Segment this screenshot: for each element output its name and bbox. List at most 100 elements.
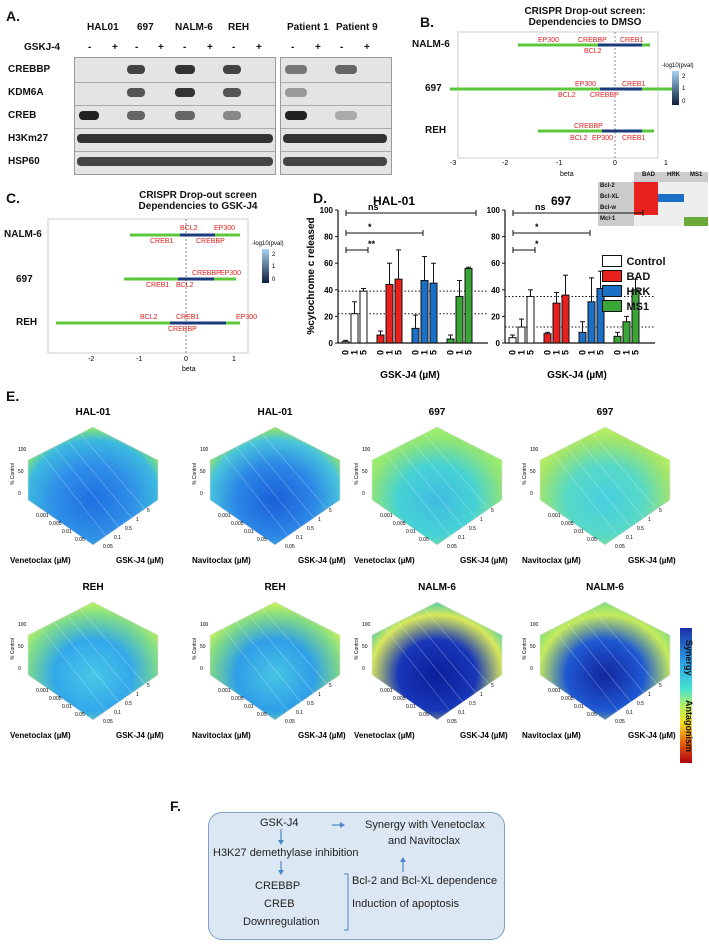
surface-gridline [222,628,289,712]
row-bcl2: Bcl-2 [600,183,615,189]
cellline-697: 697 [137,22,154,33]
z-tick: 0 [530,491,533,497]
dose-label: 5 [359,350,369,355]
bar [411,327,420,344]
gsk-tick: 5 [147,683,150,689]
legend-item-ms1: MS1 [602,297,666,313]
dose-label: 0 [446,350,456,355]
bar [429,282,438,344]
z-axis-label: % Control [192,638,198,660]
drug-tick: 0.01 [406,704,416,710]
gene-label: CREB1 [622,81,645,88]
surface-gridline [591,433,658,510]
significance-label: ** [368,239,376,249]
panel-e-label: E. [6,388,20,404]
bar [613,335,622,344]
legend-swatch [602,254,622,267]
dose-label: 1 [385,350,395,355]
legend-text: Control [626,256,666,268]
dose-label: 0 [376,350,386,355]
drug-tick: 0.001 [380,513,393,519]
legend-item-hrk: HRK [602,282,666,298]
y-tick-label: 80 [324,233,333,242]
sign: - [232,42,236,53]
drug-tick: 0.05 [587,537,597,543]
sign: - [291,42,295,53]
colorbar-antagonism-label: Antagonism [684,700,694,753]
row-label: NALM-6 [412,39,450,50]
drug-axis-label: Navitoclax (µM) [192,556,251,565]
significance-label: ns [368,202,379,212]
sign: + [256,42,262,53]
synergy-surface-plot: 697% Control1005000.0010.0050.010.050.05… [522,407,676,565]
drug-tick: 0.001 [218,513,231,519]
hrk-binding-cell [658,194,684,202]
gsk-tick: 5 [329,683,332,689]
surface-gridline [552,628,619,712]
gsk-axis-label: GSK-J4 (µM) [628,731,676,740]
cellline-hal01: HAL01 [87,22,119,33]
legend-swatch [602,284,622,297]
z-tick: 50 [530,469,536,475]
y-tick-label: 60 [491,259,500,268]
gsk-tick: 0.05 [447,544,457,550]
bar [464,268,473,344]
protein-label: CREBBP [8,64,51,75]
blot-patients [280,57,392,175]
drug-tick: 0.005 [49,521,62,527]
row-label: 697 [425,83,442,94]
drug-tick: 0.01 [244,704,254,710]
f-synergy-1: Synergy with Venetoclax [365,819,485,831]
col-ms1: MS1 [690,172,703,178]
gsk-tick: 0.5 [125,701,132,707]
gsk-tick: 1 [318,517,321,523]
gsk-tick: 0.5 [125,526,132,532]
gsk-tick: 0.05 [103,719,113,725]
drug-tick: 0.005 [393,521,406,527]
surface-gridline [222,453,289,537]
panel-f-label: F. [170,798,181,814]
gsk-tick: 0.1 [114,535,121,541]
panel-d-legend: Control BAD HRK MS1 [602,252,666,313]
surface-gridline [410,615,477,694]
y-tick-label: 60 [324,259,333,268]
z-axis-label: % Control [10,638,16,660]
gsk-tick: 1 [318,692,321,698]
z-tick: 100 [362,447,371,453]
bar [622,321,631,344]
blot-cell-lines [74,57,276,175]
dose-label: 1 [517,350,527,355]
sign: + [207,42,213,53]
z-tick: 50 [200,644,206,650]
gsk-tick: 0.5 [469,701,476,707]
surface-gridline [397,621,464,703]
dose-label: 1 [622,350,632,355]
panel-b-plot: EP300 CREBBP CREB1 BCL2 EP300 CREB1 BCL2… [450,31,694,178]
drug-tick: 0.001 [548,513,561,519]
synergy-surface-plot: REH% Control1005000.0010.0050.010.050.05… [192,582,346,740]
dose-label: 0 [341,350,351,355]
z-tick: 0 [200,491,203,497]
gsk-tick: 0.1 [626,535,633,541]
gene-label: BCL2 [570,135,588,142]
treatment-label: GSKJ-4 [24,42,61,53]
bad-binding-cell [634,182,658,215]
synergy-surface-plot: HAL-01% Control1005000.0010.0050.010.050… [10,407,164,565]
gene-label: EP300 [575,81,596,88]
gene-label: BCL2 [584,48,602,55]
z-axis-label: % Control [522,638,528,660]
sign: - [135,42,139,53]
legend-title: -log10(pval) [252,241,284,247]
gsk-tick: 0.05 [285,544,295,550]
response-surface [371,601,503,721]
drug-tick: 0.001 [218,688,231,694]
drug-tick: 0.001 [36,688,49,694]
gene-label: BCL2 [140,314,158,321]
x-tick: 0 [613,160,617,167]
gsk-tick: 0.1 [458,535,465,541]
y-tick-label: 40 [491,286,500,295]
dose-label: 0 [543,350,553,355]
gsk-axis-label: GSK-J4 (µM) [116,731,164,740]
drug-axis-label: Navitoclax (µM) [192,731,251,740]
y-tick-label: 20 [324,312,333,321]
